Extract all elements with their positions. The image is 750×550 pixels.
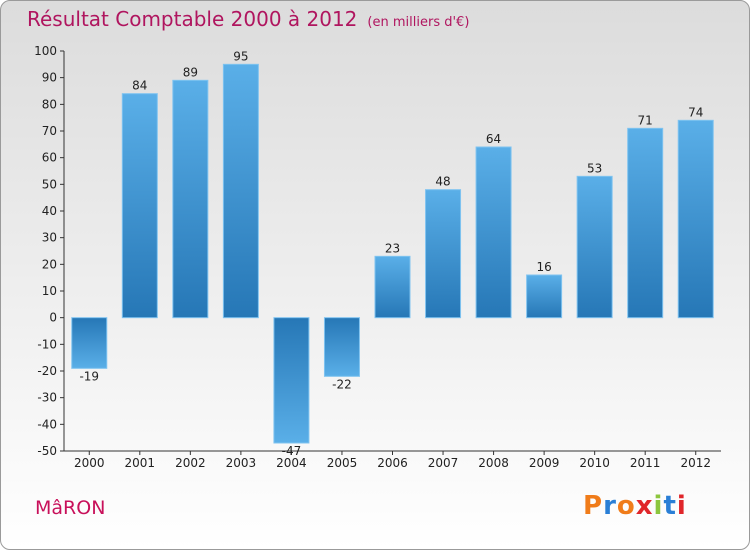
bar-2002 [172, 79, 209, 319]
chart-bars [71, 63, 714, 444]
y-tick-label: -20 [37, 364, 57, 378]
data-label-2011: 71 [638, 113, 653, 127]
x-tick-label: 2001 [125, 456, 156, 470]
x-tick-label: 2011 [630, 456, 661, 470]
bar-2012 [677, 119, 714, 319]
y-tick-label: 40 [42, 204, 57, 218]
data-label-2006: 23 [385, 241, 400, 255]
bar-2004 [273, 317, 310, 444]
data-label-2003: 95 [233, 49, 248, 63]
x-tick-label: 2012 [680, 456, 711, 470]
bar-2007 [425, 189, 462, 319]
logo-letter: i [676, 491, 687, 521]
x-tick-label: 2008 [478, 456, 509, 470]
bar-2003 [222, 63, 259, 319]
bar-2000 [71, 317, 108, 369]
x-tick-label: 2000 [74, 456, 105, 470]
bar-2010 [576, 175, 613, 319]
logo-letter: x [635, 491, 654, 521]
data-label-2007: 48 [435, 175, 450, 189]
x-tick-label: 2006 [377, 456, 408, 470]
data-label-2012: 74 [688, 105, 703, 119]
x-tick-label: 2004 [276, 456, 307, 470]
x-tick-label: 2009 [529, 456, 560, 470]
y-tick-label: 60 [42, 151, 57, 165]
data-label-2000: -19 [79, 369, 99, 383]
x-tick-label: 2007 [428, 456, 459, 470]
chart-subtitle: (en milliers d'€) [367, 15, 470, 30]
y-tick-label: -50 [37, 444, 57, 458]
logo-letter: r [603, 491, 617, 521]
logo-letter: P [583, 491, 604, 521]
x-tick-label: 2003 [226, 456, 257, 470]
x-tick-label: 2010 [579, 456, 610, 470]
y-tick-label: 50 [42, 177, 57, 191]
data-label-2009: 16 [536, 260, 551, 274]
chart-title-text: Résultat Comptable 2000 à 2012 [27, 7, 358, 31]
chart-axes: -50 -40 -30 -20 -10 0 10 20 30 40 50 60 70 80 90 100 200… [34, 44, 721, 470]
y-tick-label: 80 [42, 97, 57, 111]
y-tick-label: 90 [42, 71, 57, 85]
y-tick-label: 100 [34, 44, 57, 58]
bar-2008 [475, 146, 512, 319]
chart-data-labels: -19 84 89 95 -47 -22 23 48 64 16 53 71 74 [79, 49, 703, 458]
y-tick-label: 70 [42, 124, 57, 138]
data-label-2008: 64 [486, 132, 501, 146]
y-tick-label: -30 [37, 391, 57, 405]
logo-letter: o [616, 491, 636, 521]
chart-title: Résultat Comptable 2000 à 2012 (en millie… [27, 7, 469, 31]
bar-2011 [627, 127, 664, 319]
data-label-2010: 53 [587, 161, 602, 175]
x-tick-label: 2005 [327, 456, 358, 470]
data-label-2002: 89 [183, 65, 198, 79]
y-tick-label: 10 [42, 284, 57, 298]
commune-name: MâRON [35, 497, 106, 519]
y-tick-label: 20 [42, 257, 57, 271]
bar-2005 [323, 317, 360, 377]
y-tick-label: 0 [49, 311, 57, 325]
bar-2009 [526, 274, 563, 319]
data-label-2004: -47 [282, 444, 302, 458]
bar-2001 [121, 93, 158, 319]
bar-2006 [374, 255, 411, 319]
proxiti-logo: Proxiti [583, 491, 687, 521]
logo-letter: i [653, 491, 664, 521]
y-tick-label: 30 [42, 231, 57, 245]
data-label-2005: -22 [332, 377, 352, 391]
x-tick-label: 2002 [175, 456, 206, 470]
data-label-2001: 84 [132, 79, 147, 93]
y-tick-label: -40 [37, 417, 57, 431]
y-tick-label: -10 [37, 337, 57, 351]
logo-letter: t [663, 491, 677, 521]
